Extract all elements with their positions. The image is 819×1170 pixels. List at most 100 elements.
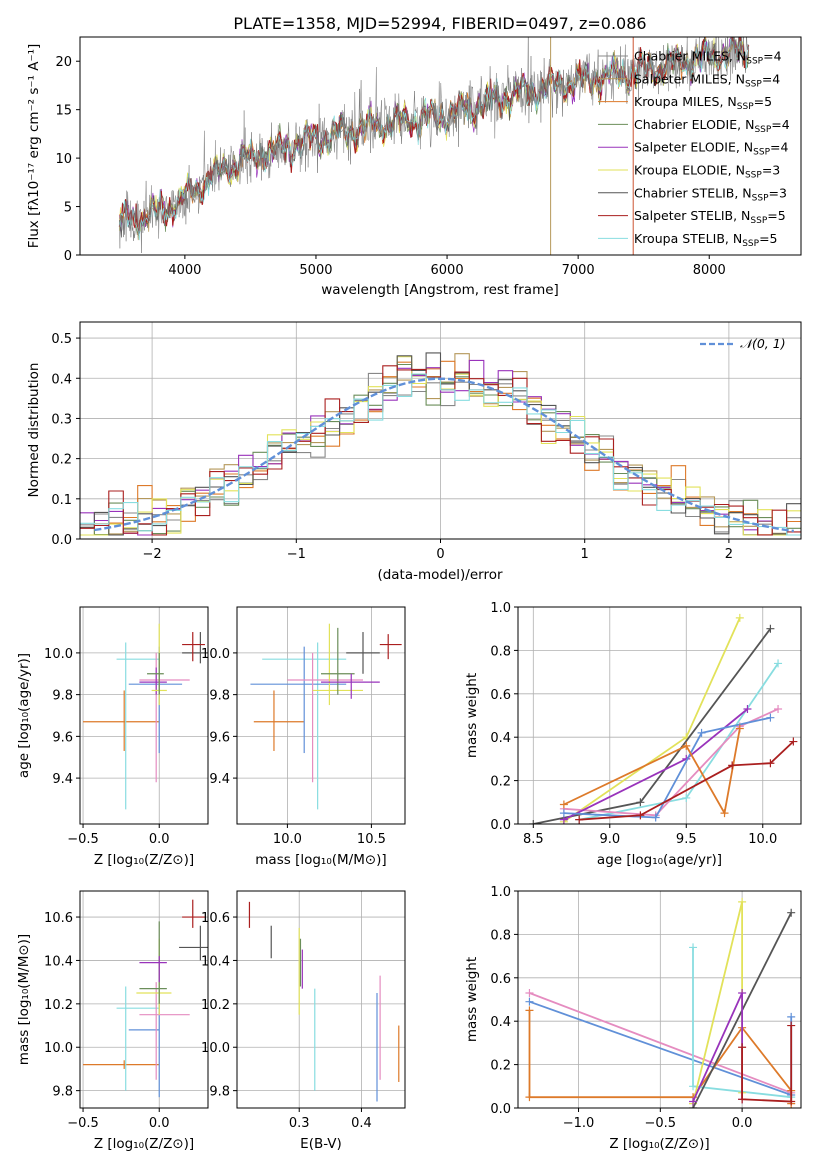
- plus-marker: [559, 809, 568, 818]
- plus-marker: [728, 761, 737, 770]
- plus-marker: [787, 908, 796, 917]
- plus-marker: [787, 1021, 796, 1030]
- residual-ytick-label: 0.3: [51, 412, 72, 427]
- ytick-label: 0.2: [490, 1059, 511, 1074]
- plus-marker: [559, 800, 568, 809]
- weight_vs_age-ylabel: mass weight: [464, 673, 480, 758]
- xtick-label: 9.5: [676, 832, 697, 847]
- xtick-label: 10.5: [357, 832, 386, 847]
- panel-frame: [517, 606, 802, 825]
- plus-marker: [787, 1012, 796, 1021]
- spectrum-xlabel: wavelength [Angstrom, rest frame]: [321, 282, 559, 298]
- xtick-label: 8.5: [523, 832, 544, 847]
- legend-value: =5: [767, 208, 785, 223]
- legend-subscript: SSP: [745, 171, 762, 181]
- spectrum-line-chabrier-elodie: [118, 37, 749, 234]
- residual-ylabel: Normed distribution: [26, 363, 42, 498]
- spectrum-legend-label: Chabrier ELODIE, NSSP=4: [634, 117, 790, 135]
- mass_vs_ebv-xlabel: E(B-V): [300, 1136, 342, 1152]
- xtick-label: −0.5: [645, 1116, 677, 1131]
- plus-marker: [525, 988, 534, 997]
- plus-marker: [738, 988, 747, 997]
- ytick-label: 10.0: [44, 647, 73, 662]
- spectrum-line-chabrier-stelib: [118, 37, 749, 238]
- observed-spectrum-line: [119, 37, 749, 254]
- spectrum-line-kroupa-elodie: [118, 37, 749, 236]
- residual-xlabel: (data-model)/error: [377, 567, 503, 583]
- spectrum-ytick-label: 20: [55, 55, 72, 70]
- weight_vs_age-panel: 8.5 9.0 9.5 10.0 0.0 0.2 0.4 0.6 0.8 1.0 age [log₁…: [464, 601, 802, 868]
- mass_vs_Z-panel: −0.5 0.0 9.8 10.0 10.2 10.4 10.6 Z [log₁₀(Z/Z⊙)…: [16, 890, 209, 1152]
- ytick-label: 9.8: [209, 1085, 230, 1100]
- spectrum-xtick-label: 7000: [562, 263, 595, 278]
- plus-marker: [766, 624, 775, 633]
- plus-marker: [743, 704, 752, 713]
- spectrum-frame: [79, 36, 802, 256]
- residual-legend: 𝒩(0, 1): [700, 336, 786, 351]
- plus-marker: [636, 811, 645, 820]
- panel-marks: [248, 901, 400, 1102]
- weight_vs_Z-panel: −1.0 −0.5 0.0 0.0 0.2 0.4 0.6 0.8 1.0 Z [log₁₀(Z/…: [464, 885, 802, 1152]
- legend-subscript: SSP: [750, 216, 767, 226]
- ytick-label: 0.6: [490, 972, 511, 987]
- plus-marker: [525, 1093, 534, 1102]
- legend-value: =4: [762, 71, 780, 86]
- xtick-label: 9.0: [599, 832, 620, 847]
- plus-marker: [738, 897, 747, 906]
- weight-line: [529, 992, 792, 1094]
- legend-subscript: SSP: [754, 125, 771, 135]
- plus-marker: [682, 741, 691, 750]
- xtick-label: −0.5: [67, 832, 99, 847]
- age_vs_mass-panel: 10.0 10.5 9.4 9.6 9.8 10.0 mass [log₁₀(M/M⊙)]: [201, 606, 406, 868]
- ytick-label: 10.4: [201, 954, 230, 969]
- plus-marker: [766, 759, 775, 768]
- ytick-label: 10.0: [201, 1041, 230, 1056]
- weight-line: [741, 1025, 793, 1103]
- plus-marker: [651, 813, 660, 822]
- panel-frame: [236, 890, 406, 1109]
- residual-histogram-chabrier-stelib: [80, 352, 801, 536]
- spectrum-legend-label: Chabrier MILES, NSSP=4: [634, 49, 782, 67]
- weight-line: [563, 716, 771, 819]
- spectrum-lines: [118, 37, 750, 255]
- panel-frame: [236, 606, 406, 825]
- spectrum-legend-label: Chabrier STELIB, NSSP=3: [634, 185, 787, 203]
- xtick-label: −0.5: [67, 1116, 99, 1131]
- legend-value: =4: [763, 49, 781, 64]
- xtick-label: 0.4: [351, 1116, 372, 1131]
- weight-line: [692, 901, 743, 1104]
- ytick-label: 10.6: [201, 911, 230, 926]
- spectrum-ytick-label: 5: [64, 201, 72, 216]
- spectrum-legend-label: Kroupa MILES, NSSP=5: [634, 94, 772, 112]
- ytick-label: 10.0: [201, 647, 230, 662]
- xtick-label: 0.0: [149, 1116, 170, 1131]
- ytick-label: 9.4: [52, 772, 73, 787]
- mass_vs_Z-ylabel: mass [log₁₀(M/M⊙)]: [16, 934, 32, 1065]
- legend-subscript: SSP: [752, 193, 769, 203]
- residual-ytick-label: 0.5: [51, 332, 72, 347]
- plus-marker: [735, 724, 744, 733]
- plus-marker: [636, 798, 645, 807]
- spectrum-ylabel: Flux [fλ10⁻¹⁷ erg cm⁻² s⁻¹ A⁻¹]: [26, 44, 42, 249]
- legend-subscript: SSP: [753, 148, 770, 158]
- panel-frame: [517, 890, 802, 1109]
- residual-xtick-label: 0: [436, 547, 444, 562]
- spectrum-xtick-label: 5000: [299, 263, 332, 278]
- plus-marker: [720, 809, 729, 818]
- panel-marks: [250, 623, 402, 810]
- xtick-label: 0.0: [149, 832, 170, 847]
- residual-ytick-label: 0.0: [51, 533, 72, 548]
- legend-subscript: SSP: [737, 102, 754, 112]
- weight_vs_Z-ylabel: mass weight: [464, 957, 480, 1042]
- plus-marker: [689, 1097, 698, 1106]
- ytick-label: 10.4: [44, 954, 73, 969]
- ytick-label: 0.0: [490, 1102, 511, 1117]
- residual-ytick-label: 0.1: [51, 493, 72, 508]
- figure-title: PLATE=1358, MJD=52994, FIBERID=0497, z=0…: [233, 14, 646, 33]
- ytick-label: 10.2: [201, 998, 230, 1013]
- ytick-label: 1.0: [490, 601, 511, 616]
- ytick-label: 10.6: [44, 911, 73, 926]
- weight-line: [563, 708, 779, 817]
- residual-xtick-label: −1: [287, 547, 306, 562]
- ytick-label: 9.4: [209, 772, 230, 787]
